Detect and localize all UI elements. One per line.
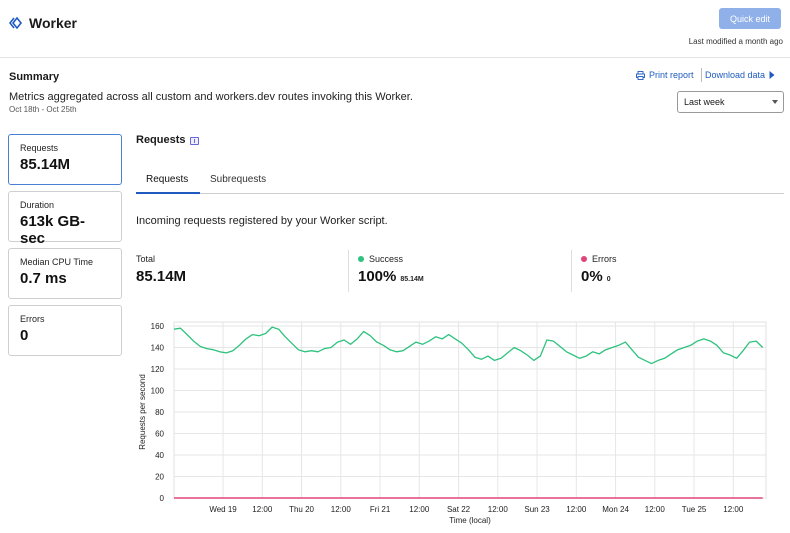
- caret-right-icon: [769, 71, 775, 79]
- chevron-down-icon: [772, 100, 778, 104]
- worker-logo-icon: [9, 16, 23, 30]
- stat-total-value-text: 85.14M: [136, 268, 187, 285]
- y-tick-label: 140: [151, 344, 165, 353]
- metric-card-errors[interactable]: Errors 0: [8, 305, 122, 356]
- metric-card-duration[interactable]: Duration 613k GB-sec: [8, 191, 122, 247]
- last-modified-text: Last modified a month ago: [688, 37, 783, 46]
- stat-success-value-text: 100%: [358, 268, 397, 285]
- requests-description: Incoming requests registered by your Wor…: [136, 215, 388, 227]
- x-axis-label: Time (local): [449, 516, 491, 525]
- printer-icon: [636, 70, 645, 80]
- x-tick-label: 12:00: [645, 505, 666, 514]
- requests-panel-title: Requests: [136, 134, 186, 146]
- requests-tabs: Requests Subrequests: [136, 165, 784, 194]
- stat-errors-value: 0% 0: [581, 268, 611, 285]
- x-tick-label: Sun 23: [524, 505, 550, 514]
- quick-edit-button[interactable]: Quick edit: [719, 8, 781, 29]
- metric-label: Requests: [20, 143, 59, 153]
- x-tick-label: 12:00: [409, 505, 430, 514]
- summary-date-range: Oct 18th - Oct 25th: [9, 105, 77, 114]
- page-header: Worker Quick edit Last modified a month …: [0, 0, 790, 58]
- stat-divider: [348, 250, 349, 292]
- y-tick-label: 80: [155, 408, 164, 417]
- stat-errors-value-text: 0%: [581, 268, 603, 285]
- metric-label: Duration: [20, 200, 55, 210]
- x-tick-label: Sat 22: [447, 505, 471, 514]
- active-tab-indicator: [136, 192, 200, 194]
- summary-title: Summary: [9, 71, 60, 83]
- stat-total-value: 85.14M: [136, 268, 186, 285]
- errors-dot-icon: [581, 256, 587, 262]
- print-report-link[interactable]: Print report: [636, 70, 694, 80]
- tab-requests[interactable]: Requests: [146, 174, 189, 185]
- metric-card-cpu-time[interactable]: Median CPU Time 0.7 ms: [8, 248, 122, 299]
- y-tick-label: 20: [155, 473, 164, 482]
- download-data-link[interactable]: Download data: [705, 70, 775, 80]
- metric-value: 85.14M: [20, 156, 71, 173]
- summary-description: Metrics aggregated across all custom and…: [9, 91, 413, 103]
- time-range-value: Last week: [684, 97, 725, 107]
- stat-success-label: Success: [358, 254, 403, 264]
- x-tick-label: Tue 25: [682, 505, 707, 514]
- y-tick-label: 160: [151, 322, 165, 331]
- x-tick-label: 12:00: [566, 505, 587, 514]
- stat-errors-sub: 0: [606, 276, 611, 283]
- stat-total-label: Total: [136, 254, 155, 264]
- metric-label: Errors: [20, 314, 45, 324]
- series-line-success: [173, 326, 764, 365]
- stat-success-value: 100% 85.14M: [358, 268, 424, 285]
- stat-errors-label-text: Errors: [592, 254, 617, 264]
- x-tick-label: 12:00: [331, 505, 352, 514]
- y-axis-label: Requests per second: [138, 374, 147, 450]
- metric-value: 613k GB-sec: [20, 213, 86, 247]
- tab-subrequests[interactable]: Subrequests: [210, 174, 267, 185]
- stat-total-label-text: Total: [136, 254, 156, 264]
- y-tick-label: 100: [151, 387, 165, 396]
- metric-card-requests[interactable]: Requests 85.14M: [8, 134, 122, 185]
- requests-chart: 0 20 40 60 80 100 120 140 160 Wed 19 12:00 Thu 20 12…: [138, 321, 767, 525]
- x-tick-label: Mon 24: [602, 505, 629, 514]
- download-data-label: Download data: [705, 70, 766, 80]
- x-tick-label: Wed 19: [209, 505, 237, 514]
- x-tick-label: Thu 20: [289, 505, 314, 514]
- stat-success-label-text: Success: [369, 254, 404, 264]
- metric-value: 0.7 ms: [20, 270, 67, 287]
- stat-divider: [571, 250, 572, 292]
- y-tick-label: 0: [160, 494, 165, 503]
- time-range-select[interactable]: Last week: [677, 91, 784, 113]
- book-icon[interactable]: [190, 137, 199, 145]
- x-tick-label: 12:00: [252, 505, 273, 514]
- page-title: Worker: [29, 15, 77, 31]
- success-dot-icon: [358, 256, 364, 262]
- print-report-label: Print report: [649, 70, 694, 80]
- stat-success-sub: 85.14M: [400, 276, 424, 283]
- x-tick-label: 12:00: [723, 505, 744, 514]
- x-tick-label: Fri 21: [370, 505, 391, 514]
- stat-errors-label: Errors: [581, 254, 617, 264]
- y-tick-label: 60: [155, 430, 164, 439]
- y-tick-label: 40: [155, 451, 164, 460]
- link-divider: [701, 68, 702, 82]
- metric-label: Median CPU Time: [20, 257, 94, 267]
- x-tick-label: 12:00: [488, 505, 509, 514]
- y-tick-label: 120: [151, 365, 165, 374]
- metric-value: 0: [20, 327, 29, 344]
